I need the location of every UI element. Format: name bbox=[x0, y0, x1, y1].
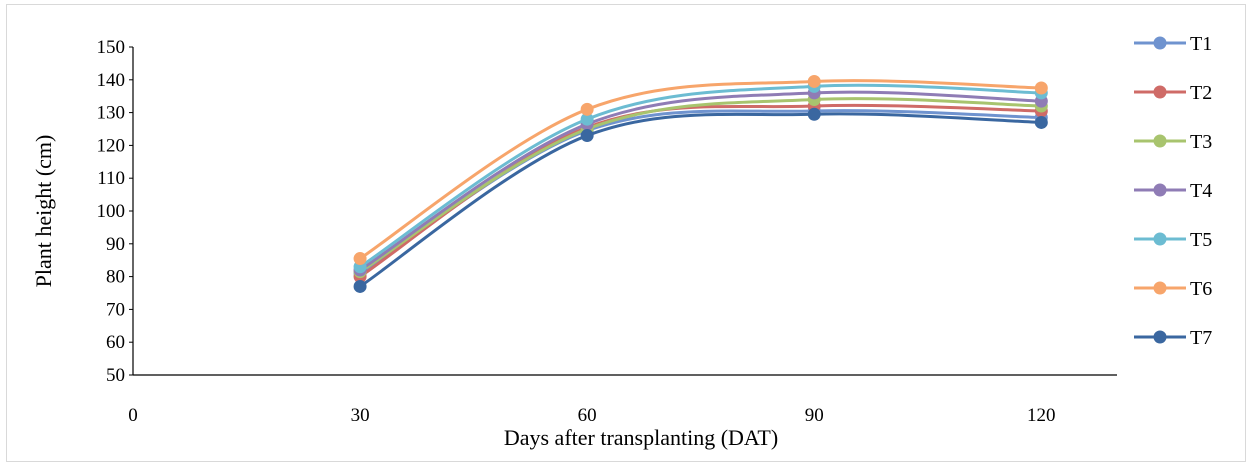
data-point-t7 bbox=[1034, 115, 1048, 129]
axes: 50 60 70 80 90 100 110 120 130 140 150 0 30 60 90 120 bbox=[97, 37, 1117, 426]
legend-item-t5: T5 bbox=[1134, 229, 1212, 251]
x-tick-label: 0 bbox=[128, 405, 138, 426]
chart-frame bbox=[6, 4, 1246, 462]
y-tick-label: 90 bbox=[106, 234, 125, 255]
data-point-t6 bbox=[580, 102, 594, 116]
y-tick-label: 70 bbox=[106, 299, 125, 320]
y-tick-label: 150 bbox=[97, 37, 126, 58]
data-point-t7 bbox=[807, 107, 821, 121]
series-t1 bbox=[353, 104, 1048, 280]
data-point-t6 bbox=[807, 74, 821, 88]
y-tick-label: 50 bbox=[106, 365, 125, 386]
data-point-t7 bbox=[353, 279, 367, 293]
legend-item-t7: T7 bbox=[1134, 327, 1212, 349]
y-tick-label: 60 bbox=[106, 332, 125, 353]
series-line-t6 bbox=[358, 79, 1043, 261]
legend-item-t1: T1 bbox=[1134, 33, 1212, 55]
legend-marker bbox=[1153, 183, 1167, 197]
legend-marker bbox=[1153, 134, 1167, 148]
y-tick-label: 120 bbox=[97, 135, 126, 156]
series-line-t4 bbox=[358, 90, 1043, 272]
legend-label: T1 bbox=[1190, 33, 1212, 55]
y-tick-label: 100 bbox=[97, 201, 126, 222]
x-axis-title: Days after transplanting (DAT) bbox=[504, 425, 778, 450]
x-tick-label: 120 bbox=[1027, 405, 1056, 426]
series-t7 bbox=[353, 107, 1048, 293]
legend-item-t2: T2 bbox=[1134, 82, 1212, 104]
series-t6 bbox=[353, 74, 1048, 266]
series-line-t5 bbox=[358, 83, 1043, 269]
data-point-t6 bbox=[353, 252, 367, 266]
x-tick-label: 30 bbox=[351, 405, 370, 426]
series-layer bbox=[353, 74, 1048, 293]
y-axis-title: Plant height (cm) bbox=[31, 135, 56, 288]
y-tick-label: 80 bbox=[106, 267, 125, 288]
y-tick-label: 140 bbox=[97, 70, 126, 91]
legend-label: T7 bbox=[1190, 327, 1212, 349]
series-line-t2 bbox=[358, 103, 1043, 279]
data-point-t6 bbox=[1034, 81, 1048, 95]
y-tick-label: 130 bbox=[97, 103, 126, 124]
legend-item-t3: T3 bbox=[1134, 131, 1212, 153]
legend-marker bbox=[1153, 36, 1167, 50]
legend-marker bbox=[1153, 85, 1167, 99]
series-line-t7 bbox=[358, 112, 1043, 288]
series-line-t3 bbox=[358, 97, 1043, 274]
legend-marker bbox=[1153, 330, 1167, 344]
legend-label: T3 bbox=[1190, 131, 1212, 153]
legend-item-t4: T4 bbox=[1134, 180, 1212, 202]
series-t5 bbox=[353, 79, 1048, 274]
legend-marker bbox=[1153, 281, 1167, 295]
legend-label: T5 bbox=[1190, 229, 1212, 251]
y-tick-label: 110 bbox=[97, 168, 125, 189]
legend-item-t6: T6 bbox=[1134, 278, 1212, 300]
x-tick-label: 60 bbox=[578, 405, 597, 426]
x-tick-label: 90 bbox=[805, 405, 824, 426]
series-t2 bbox=[353, 99, 1048, 284]
legend-label: T6 bbox=[1190, 278, 1212, 300]
legend-label: T4 bbox=[1190, 180, 1212, 202]
legend: T1 T2 T3 T4 T5 T6 T7 bbox=[1134, 33, 1212, 349]
legend-label: T2 bbox=[1190, 82, 1212, 104]
data-point-t7 bbox=[580, 129, 594, 143]
data-point-t5 bbox=[580, 112, 594, 126]
legend-marker bbox=[1153, 232, 1167, 246]
